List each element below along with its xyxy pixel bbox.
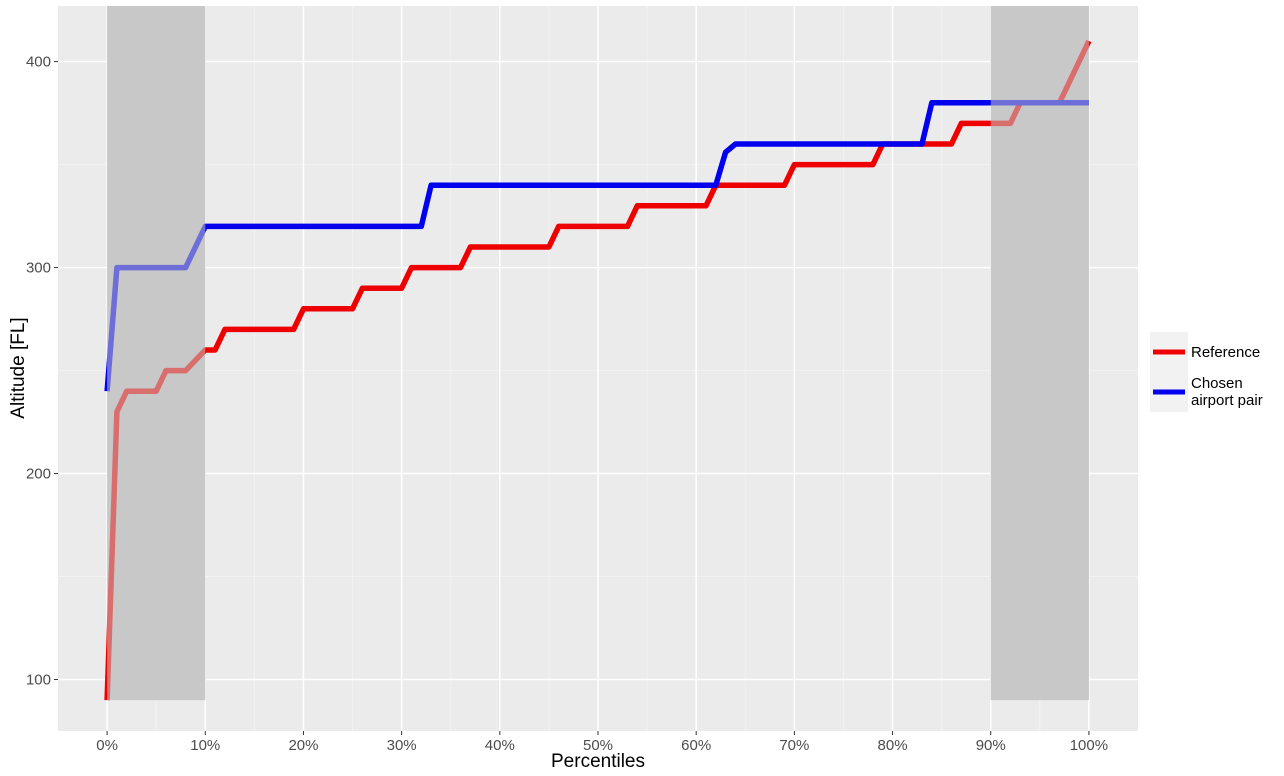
x-axis-ticks: 0% 10% 20% 30% 40% 50% 60% 70% 80% 90% 100% xyxy=(96,731,1108,754)
legend-label-chosen-line-1: Chosen xyxy=(1191,375,1243,392)
x-tick-label: 20% xyxy=(288,737,318,754)
y-axis-title: Altitude [FL] xyxy=(8,317,29,418)
shaded-region-overlay xyxy=(990,6,1089,701)
x-tick-label: 30% xyxy=(387,737,417,754)
x-tick-label: 60% xyxy=(681,737,711,754)
y-axis-ticks: 100 200 300 400 xyxy=(26,54,58,689)
shaded-region-overlay xyxy=(107,6,206,701)
legend-label-reference: Reference xyxy=(1191,344,1260,361)
x-axis-title: Percentiles xyxy=(551,751,645,772)
legend-label-chosen-line-2: airport pair xyxy=(1191,392,1263,409)
x-tick-label: 100% xyxy=(1070,737,1108,754)
y-tick-label: 300 xyxy=(26,260,51,277)
x-tick-label: 40% xyxy=(485,737,515,754)
x-tick-label: 50% xyxy=(583,737,613,754)
y-tick-label: 400 xyxy=(26,54,51,71)
x-tick-label: 70% xyxy=(779,737,809,754)
x-tick-label: 10% xyxy=(190,737,220,754)
x-tick-label: 90% xyxy=(976,737,1006,754)
x-tick-label: 80% xyxy=(878,737,908,754)
y-tick-label: 200 xyxy=(26,466,51,483)
y-tick-label: 100 xyxy=(26,672,51,689)
shaded-overlay xyxy=(107,6,1089,701)
x-tick-label: 0% xyxy=(96,737,118,754)
legend: Reference Chosen airport pair xyxy=(1150,332,1263,412)
